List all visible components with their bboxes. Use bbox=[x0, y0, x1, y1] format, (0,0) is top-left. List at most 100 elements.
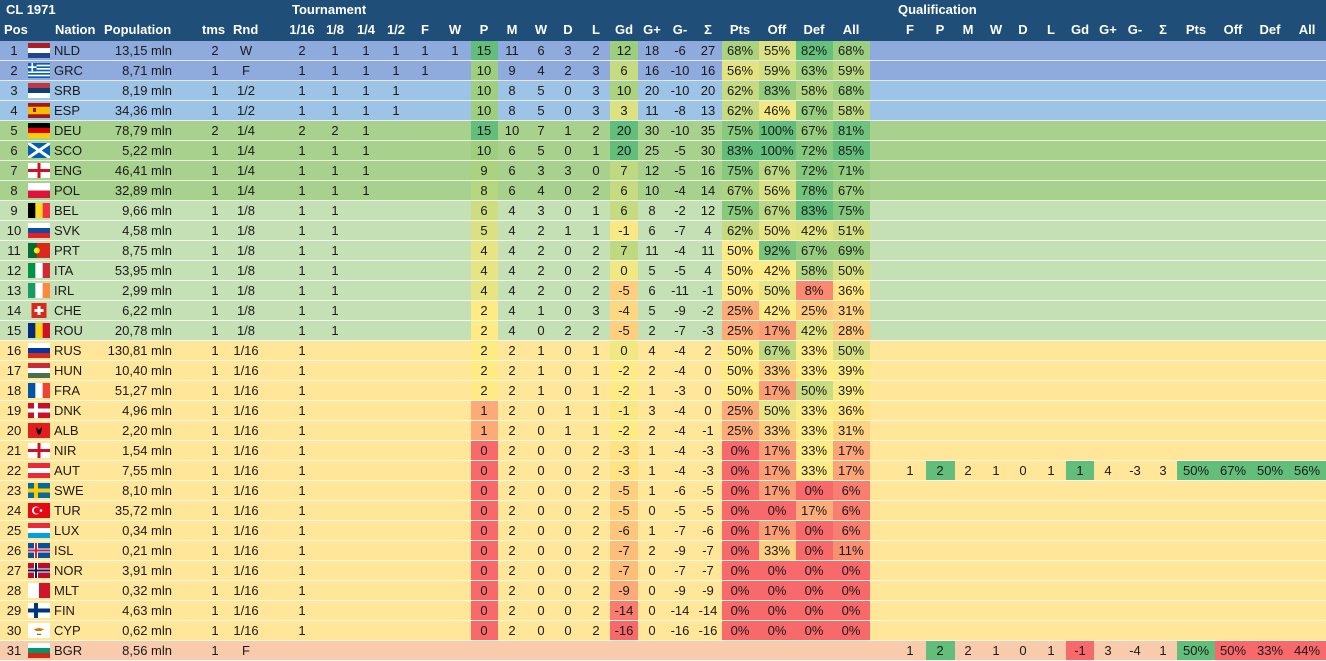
round-cell bbox=[321, 481, 349, 500]
stat-cell-gminus: -6 bbox=[674, 43, 686, 58]
stat-cell-gplus: 5 bbox=[648, 303, 656, 318]
table-row[interactable]: 31 BGR 8,56 mln 1 F 1 2 2 1 0 1 -1 3 -4 1 50% 50% 33% 44% bbox=[0, 641, 1326, 661]
table-row[interactable]: 20 ALB 2,20 mln 1 1/16 1 1 2 0 1 1 -2 2 -4 -1 25% 33% 33%… bbox=[0, 421, 1326, 441]
stat-cell-off: 42% bbox=[758, 261, 796, 280]
table-row[interactable]: 26 ISL 0,21 mln 1 1/16 1 0 2 0 0 2 -7 2 -9 -7 0% 33% 0% 11… bbox=[0, 541, 1326, 561]
table-row[interactable]: 5 DEU 78,79 mln 2 1/4 2 2 1 15 10 7 1 2 20 30 -10 35 75% 1… bbox=[0, 121, 1326, 141]
stat-cell-all: 50% bbox=[832, 341, 870, 360]
stat-cell-d: 0 bbox=[564, 563, 572, 578]
table-row[interactable]: 17 HUN 10,40 mln 1 1/16 1 2 2 1 0 1 -2 2 -4 0 50% 33% 33%… bbox=[0, 361, 1326, 381]
stat-cell-w: 1 bbox=[537, 383, 545, 398]
table-row[interactable]: 16 RUS 130,81 mln 1 1/16 1 2 2 1 0 1 0 4 -4 2 50% 67% 33%… bbox=[0, 341, 1326, 361]
table-row[interactable]: 12 ITA 53,95 mln 1 1/8 1 1 4 4 2 0 2 0 5 -5 4 50% 42% 58% 5… bbox=[0, 261, 1326, 281]
stat-cell-w: 0 bbox=[537, 423, 545, 438]
round-cell bbox=[352, 241, 380, 260]
pos-cell: 24 bbox=[6, 503, 22, 518]
round-cell: 1 bbox=[362, 63, 370, 78]
stat-cell-gd: -7 bbox=[610, 561, 638, 580]
table-row[interactable]: 9 BEL 9,66 mln 1 1/8 1 1 6 4 3 0 1 6 8 -2 12 75% 67% 83% 75… bbox=[0, 201, 1326, 221]
round-cell: 1 bbox=[362, 43, 370, 58]
round-cell bbox=[411, 121, 439, 140]
population-cell: 53,95 mln bbox=[114, 263, 172, 278]
table-row[interactable]: 24 TUR 35,72 mln 1 1/16 1 0 2 0 0 2 -5 0 -5 -5 0% 0% 17% 6… bbox=[0, 501, 1326, 521]
table-row[interactable]: 1 NLD 13,15 mln 2 W 2 1 1 1 1 1 15 11 6 3 2 12 18 -6 27 68% 5… bbox=[0, 41, 1326, 61]
round-cell: 1 bbox=[362, 183, 370, 198]
stat-cell-pts: 0% bbox=[721, 561, 759, 580]
table-row[interactable]: 27 NOR 3,91 mln 1 1/16 1 0 2 0 0 2 -7 0 -7 -7 0% 0% 0% 0% bbox=[0, 561, 1326, 581]
header-stat-gminus: G- bbox=[672, 22, 688, 37]
pos-cell: 3 bbox=[10, 83, 18, 98]
table-row[interactable]: 30 CYP 0,62 mln 1 1/16 1 0 2 0 0 2 -16 0 -16 -16 0% 0% 0%… bbox=[0, 621, 1326, 641]
round-cell bbox=[352, 201, 380, 220]
stat-cell-gd: 20 bbox=[610, 141, 638, 160]
stat-cell-l: 2 bbox=[592, 603, 600, 618]
nation-cell: ESP bbox=[54, 103, 81, 118]
population-cell: 0,62 mln bbox=[122, 623, 172, 638]
table-row[interactable]: 3 SRB 8,19 mln 1 1/2 1 1 1 1 10 8 5 0 3 10 20 -10 20 62% 83… bbox=[0, 81, 1326, 101]
qual-cell-pts: 50% bbox=[1177, 641, 1215, 660]
table-row[interactable]: 7 ENG 46,41 mln 1 1/4 1 1 1 9 6 3 3 0 7 12 -5 16 75% 67% 72… bbox=[0, 161, 1326, 181]
stat-cell-l: 2 bbox=[592, 243, 600, 258]
stat-cell-def: 0% bbox=[795, 601, 833, 620]
stat-cell-off: 0% bbox=[758, 621, 796, 640]
table-row[interactable]: 11 PRT 8,75 mln 1 1/8 1 1 4 4 2 0 2 7 11 -4 11 50% 92% 67%… bbox=[0, 241, 1326, 261]
table-row[interactable]: 6 SCO 5,22 mln 1 1/4 1 1 1 10 6 5 0 1 20 25 -5 30 83% 100%… bbox=[0, 141, 1326, 161]
population-cell: 9,66 mln bbox=[122, 203, 172, 218]
table-row[interactable]: 10 SVK 4,58 mln 1 1/8 1 1 5 4 2 1 1 -1 6 -7 4 62% 50% 42% 5… bbox=[0, 221, 1326, 241]
stat-cell-gplus: 3 bbox=[648, 403, 656, 418]
stat-cell-off: 67% bbox=[758, 341, 796, 360]
stat-cell-gplus: 1 bbox=[648, 483, 656, 498]
stat-cell-m: 9 bbox=[508, 63, 516, 78]
stat-cell-off: 56% bbox=[758, 181, 796, 200]
stat-cell-pts: 25% bbox=[721, 421, 759, 440]
stat-cell-off: 0% bbox=[758, 601, 796, 620]
table-row[interactable]: 19 DNK 4,96 mln 1 1/16 1 1 2 0 1 1 -1 3 -4 0 25% 50% 33% 3… bbox=[0, 401, 1326, 421]
table-row[interactable]: 18 FRA 51,27 mln 1 1/16 1 2 2 1 0 1 -2 1 -3 0 50% 17% 50%… bbox=[0, 381, 1326, 401]
round-cell bbox=[441, 321, 469, 340]
table-row[interactable]: 28 MLT 0,32 mln 1 1/16 1 0 2 0 0 2 -9 0 -9 -9 0% 0% 0% 0% bbox=[0, 581, 1326, 601]
round-cell bbox=[382, 221, 410, 240]
stat-cell-off: 17% bbox=[758, 461, 796, 480]
stat-cell-w: 5 bbox=[537, 83, 545, 98]
table-row[interactable]: 22 AUT 7,55 mln 1 1/16 1 0 2 0 0 2 -3 1 -4 -3 0% 17% 33% 1… bbox=[0, 461, 1326, 481]
stat-cell-def: 72% bbox=[795, 141, 833, 160]
stat-cell-gd: -1 bbox=[610, 401, 638, 420]
stat-cell-gd: -5 bbox=[610, 481, 638, 500]
stat-cell-pts: 62% bbox=[721, 81, 759, 100]
stat-cell-p: 0 bbox=[470, 521, 498, 540]
round-cell bbox=[411, 241, 439, 260]
stat-cell-sum: 13 bbox=[700, 103, 716, 118]
table-row[interactable]: 8 POL 32,89 mln 1 1/4 1 1 1 8 6 4 0 2 6 10 -4 14 67% 56% 78… bbox=[0, 181, 1326, 201]
tms-cell: 1 bbox=[211, 383, 219, 398]
stat-cell-off: 46% bbox=[758, 101, 796, 120]
stat-cell-gminus: -9 bbox=[674, 583, 686, 598]
stat-cell-pts: 25% bbox=[721, 301, 759, 320]
table-row[interactable]: 25 LUX 0,34 mln 1 1/16 1 0 2 0 0 2 -6 1 -7 -6 0% 17% 0% 6% bbox=[0, 521, 1326, 541]
stat-cell-gplus: 0 bbox=[648, 503, 656, 518]
flag-alb-icon bbox=[28, 423, 50, 438]
stat-cell-w: 2 bbox=[537, 283, 545, 298]
stat-cell-m: 4 bbox=[508, 203, 516, 218]
round-cell: 1 bbox=[331, 183, 339, 198]
table-row[interactable]: 4 ESP 34,36 mln 1 1/2 1 1 1 1 10 8 5 0 3 3 11 -8 13 62% 46%… bbox=[0, 101, 1326, 121]
table-row[interactable]: 21 NIR 1,54 mln 1 1/16 1 0 2 0 0 2 -3 1 -4 -3 0% 17% 33% 1… bbox=[0, 441, 1326, 461]
stat-cell-w: 4 bbox=[537, 183, 545, 198]
stat-cell-gplus: 8 bbox=[648, 203, 656, 218]
table-row[interactable]: 23 SWE 8,10 mln 1 1/16 1 0 2 0 0 2 -5 1 -6 -5 0% 17% 0% 6% bbox=[0, 481, 1326, 501]
table-row[interactable]: 29 FIN 4,63 mln 1 1/16 1 0 2 0 0 2 -14 0 -14 -14 0% 0% 0%… bbox=[0, 601, 1326, 621]
round-cell: 1 bbox=[392, 63, 400, 78]
round-cell bbox=[441, 281, 469, 300]
stat-cell-def: 0% bbox=[795, 581, 833, 600]
stat-cell-sum: 2 bbox=[704, 343, 712, 358]
stat-cell-d: 1 bbox=[564, 403, 572, 418]
round-cell bbox=[411, 641, 439, 660]
table-row[interactable]: 13 IRL 2,99 mln 1 1/8 1 1 4 4 2 0 2 -5 6 -11 -1 50% 50% 8%… bbox=[0, 281, 1326, 301]
table-row[interactable]: 15 ROU 20,78 mln 1 1/8 1 1 2 4 0 2 2 -5 2 -7 -3 25% 17% 42… bbox=[0, 321, 1326, 341]
stat-cell-sum: 20 bbox=[700, 83, 716, 98]
round-cell bbox=[441, 561, 469, 580]
flag-irl-icon bbox=[28, 283, 50, 298]
table-row[interactable]: 2 GRC 8,71 mln 1 F 1 1 1 1 1 10 9 4 2 3 6 16 -10 16 56% 59% 6… bbox=[0, 61, 1326, 81]
table-row[interactable]: 14 CHE 6,22 mln 1 1/8 1 1 2 4 1 0 3 -4 5 -9 -2 25% 42% 25%… bbox=[0, 301, 1326, 321]
header-qual-gminus: G- bbox=[1127, 22, 1143, 37]
stat-cell-gminus: -6 bbox=[674, 483, 686, 498]
